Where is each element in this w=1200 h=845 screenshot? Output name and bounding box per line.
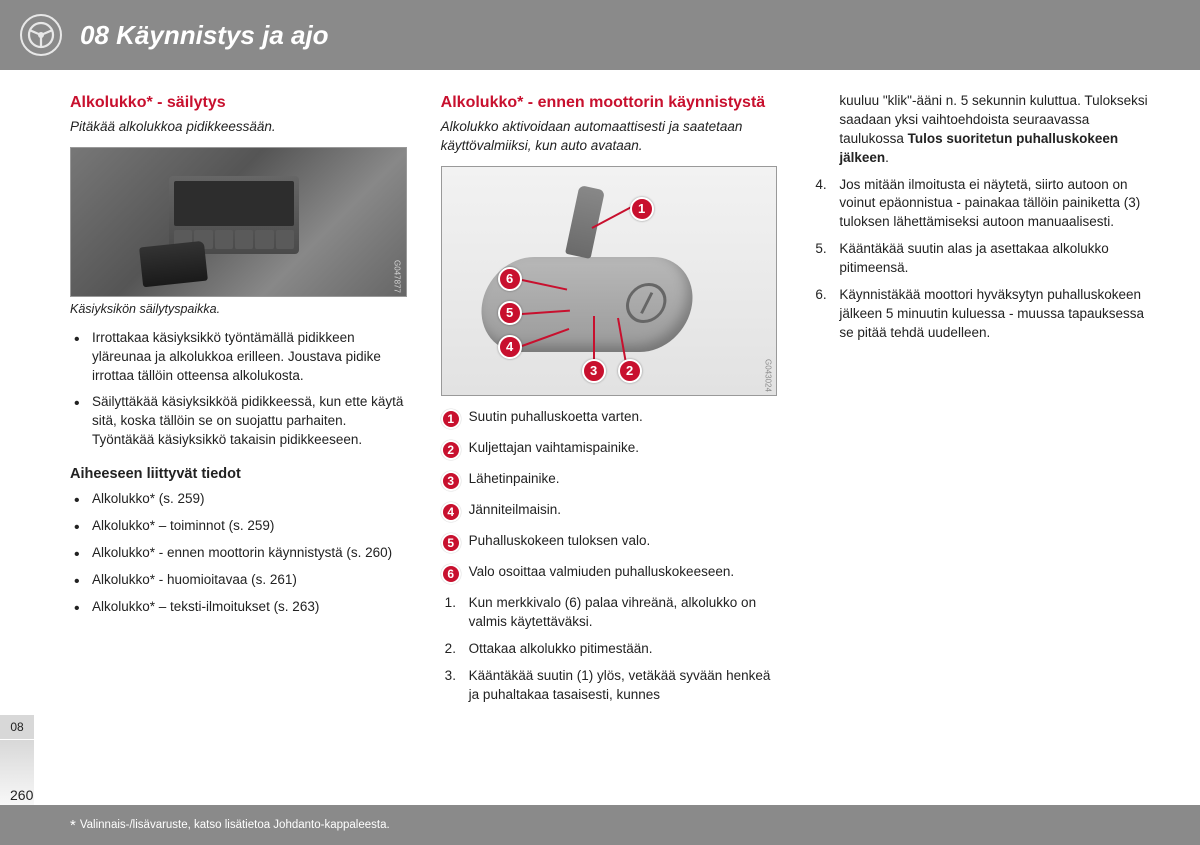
legend-text: Lähetinpainike. <box>469 470 560 489</box>
column-middle: Alkolukko* - ennen moottorin käynnistyst… <box>441 92 778 713</box>
related-link[interactable]: Alkolukko* – toiminnot (s. 259) <box>70 517 407 536</box>
storage-bullets: Irrottakaa käsiyksikkö työntämällä pidik… <box>70 329 407 450</box>
section-intro-before-start: Alkolukko aktivoidaan automaattisesti ja… <box>441 118 778 156</box>
alcolock-holder <box>139 241 208 288</box>
step: Jos mitään ilmoitusta ei näytetä, siirto… <box>811 176 1148 233</box>
continuation-end: . <box>885 150 889 165</box>
chapter-title: 08 Käynnistys ja ajo <box>80 20 329 51</box>
side-tab-chapter: 08 <box>0 715 34 739</box>
step: Kääntäkää suutin alas ja asettakaa alkol… <box>811 240 1148 278</box>
legend-text: Jänniteilmaisin. <box>469 501 561 520</box>
footnote-text: Valinnais-/lisävaruste, katso lisätietoa… <box>80 819 390 831</box>
page-number: 260 <box>10 787 33 803</box>
column-left: Alkolukko* - säilytys Pitäkää alkolukkoa… <box>70 92 407 713</box>
legend-row: 2 Kuljettajan vaihtamispainike. <box>441 439 778 460</box>
callout-3: 3 <box>582 359 606 383</box>
steering-wheel-icon <box>20 14 62 56</box>
device-knob-icon <box>623 283 669 323</box>
legend-text: Puhalluskokeen tuloksen valo. <box>469 532 651 551</box>
legend-num-icon: 4 <box>441 502 461 522</box>
legend-row: 1 Suutin puhalluskoetta varten. <box>441 408 778 429</box>
column-right: kuuluu "klik"-ääni n. 5 sekunnin kuluttu… <box>811 92 1148 713</box>
photo-caption: Käsiyksikön säilytyspaikka. <box>70 301 407 319</box>
chapter-header: 08 Käynnistys ja ajo <box>0 0 1200 70</box>
callout-4: 4 <box>498 335 522 359</box>
callout-6: 6 <box>498 267 522 291</box>
legend-num-icon: 1 <box>441 409 461 429</box>
callout-5: 5 <box>498 301 522 325</box>
alcolock-diagram: 1 2 3 4 5 6 G043024 <box>441 166 778 396</box>
related-info-title: Aiheeseen liittyvät tiedot <box>70 464 407 484</box>
page-body: Alkolukko* - säilytys Pitäkää alkolukkoa… <box>0 70 1200 713</box>
procedure-steps: Kun merkkivalo (6) palaa vihreänä, alkol… <box>441 594 778 704</box>
bullet-item: Säilyttäkää käsiyksikköä pidikkeessä, ku… <box>70 393 407 450</box>
legend-text: Kuljettajan vaihtamispainike. <box>469 439 639 458</box>
procedure-steps-continued: Jos mitään ilmoitusta ei näytetä, siirto… <box>811 176 1148 343</box>
legend-text: Valo osoittaa valmiuden puhalluskokeesee… <box>469 563 734 582</box>
image-id: G043024 <box>762 359 773 392</box>
dashboard-photo: G047877 <box>70 147 407 297</box>
legend-row: 5 Puhalluskokeen tuloksen valo. <box>441 532 778 553</box>
related-link[interactable]: Alkolukko* - ennen moottorin käynnistyst… <box>70 544 407 563</box>
related-link[interactable]: Alkolukko* - huomioitavaa (s. 261) <box>70 571 407 590</box>
asterisk-icon: * <box>70 817 76 834</box>
legend-row: 3 Lähetinpainike. <box>441 470 778 491</box>
section-intro-storage: Pitäkää alkolukkoa pidikkeessään. <box>70 118 407 137</box>
step: Kääntäkää suutin (1) ylös, vetäkää syvää… <box>441 667 778 705</box>
legend-num-icon: 2 <box>441 440 461 460</box>
step-continuation: kuuluu "klik"-ääni n. 5 sekunnin kuluttu… <box>811 92 1148 168</box>
legend-row: 6 Valo osoittaa valmiuden puhalluskokeese… <box>441 563 778 584</box>
legend-num-icon: 5 <box>441 533 461 553</box>
related-link[interactable]: Alkolukko* (s. 259) <box>70 490 407 509</box>
step: Kun merkkivalo (6) palaa vihreänä, alkol… <box>441 594 778 632</box>
footer-bar: * Valinnais-/lisävaruste, katso lisätieto… <box>0 805 1200 845</box>
bullet-item: Irrottakaa käsiyksikkö työntämällä pidik… <box>70 329 407 386</box>
section-title-storage: Alkolukko* - säilytys <box>70 92 407 114</box>
legend-row: 4 Jänniteilmaisin. <box>441 501 778 522</box>
related-link[interactable]: Alkolukko* – teksti-ilmoitukset (s. 263) <box>70 598 407 617</box>
step: Käynnistäkää moottori hyväksytyn puhallu… <box>811 286 1148 343</box>
callout-1: 1 <box>630 197 654 221</box>
legend-num-icon: 3 <box>441 471 461 491</box>
legend-num-icon: 6 <box>441 564 461 584</box>
step: Ottakaa alkolukko pitimestään. <box>441 640 778 659</box>
callout-2: 2 <box>618 359 642 383</box>
related-info-list: Alkolukko* (s. 259) Alkolukko* – toiminn… <box>70 490 407 616</box>
section-title-before-start: Alkolukko* - ennen moottorin käynnistyst… <box>441 92 778 114</box>
footnote: * Valinnais-/lisävaruste, katso lisätieto… <box>70 817 390 834</box>
legend-text: Suutin puhalluskoetta varten. <box>469 408 643 427</box>
image-id: G047877 <box>391 260 402 293</box>
